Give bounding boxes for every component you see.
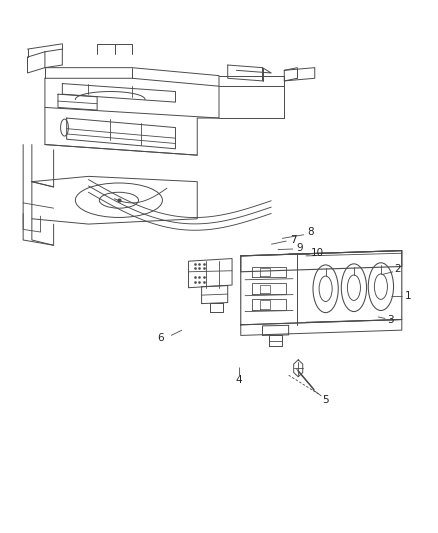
Text: 7: 7 — [290, 235, 296, 245]
Text: 1: 1 — [405, 290, 412, 301]
Text: 5: 5 — [322, 395, 329, 405]
Text: 3: 3 — [388, 314, 394, 325]
Text: 2: 2 — [394, 264, 401, 274]
Text: 10: 10 — [311, 248, 324, 259]
Text: 9: 9 — [296, 243, 303, 253]
Text: 8: 8 — [307, 227, 314, 237]
Text: 4: 4 — [235, 375, 242, 385]
Text: 6: 6 — [157, 333, 163, 343]
